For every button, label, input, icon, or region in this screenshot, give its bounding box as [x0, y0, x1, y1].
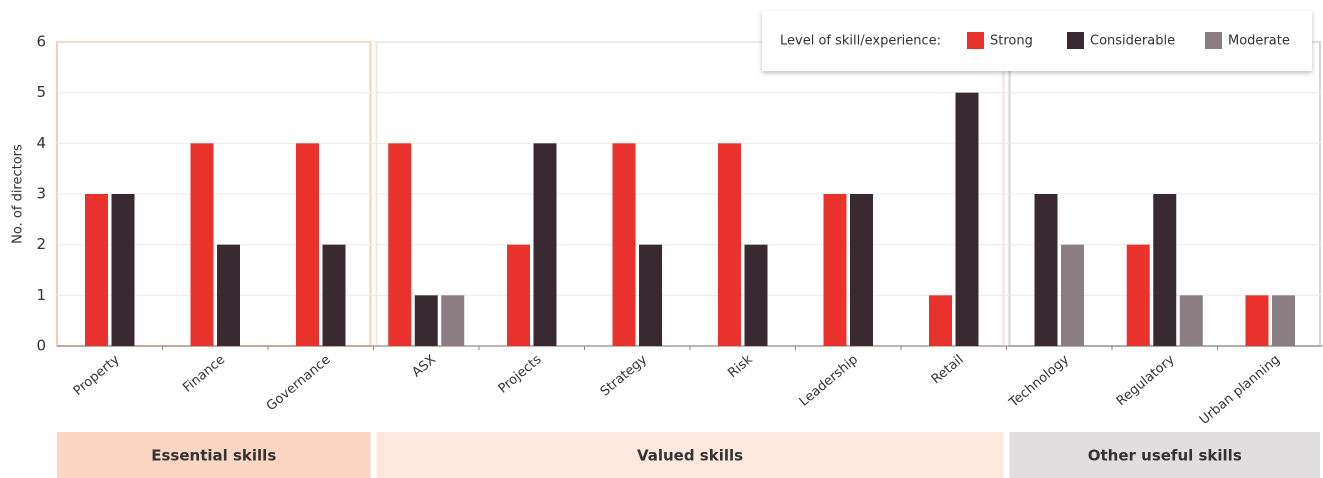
bar [322, 244, 346, 346]
y-axis-label: No. of directors [11, 144, 26, 244]
x-tick-label: Leadership [797, 352, 861, 409]
y-tick-label: 0 [36, 337, 46, 355]
y-tick-label: 2 [36, 235, 46, 253]
bar [1126, 244, 1150, 346]
x-tick-label: Retail [929, 352, 967, 387]
legend-swatch [967, 32, 984, 49]
x-tick-label: ASX [409, 352, 439, 380]
bar [1272, 295, 1295, 346]
x-tick-label: Technology [1006, 352, 1072, 411]
bar [507, 244, 530, 346]
bar [441, 295, 465, 346]
bar [955, 92, 979, 347]
y-tick-label: 1 [36, 286, 46, 304]
group-band [1009, 432, 1320, 478]
legend-label: Moderate [1228, 34, 1290, 49]
bar [823, 194, 847, 346]
bar [1061, 244, 1084, 346]
legend: Level of skill/experience: Strong Consider… [762, 11, 1312, 71]
y-tick-label: 6 [36, 33, 46, 51]
x-tick-label: Risk [725, 352, 756, 381]
x-tick-label: Urban planning [1197, 352, 1283, 428]
bar [850, 194, 873, 346]
x-tick-label: Regulatory [1114, 352, 1178, 409]
legend-title: Level of skill/experience: [780, 34, 941, 49]
bar [1179, 295, 1203, 346]
bar [1245, 295, 1269, 346]
group-band [376, 432, 1004, 478]
bar [296, 143, 319, 346]
bar [718, 143, 741, 346]
bar [929, 295, 952, 346]
bar [533, 143, 557, 346]
y-tick-label: 4 [36, 134, 46, 152]
group-label: Essential skills [151, 447, 276, 465]
bar [388, 143, 412, 346]
legend-label: Considerable [1090, 34, 1175, 49]
x-tick-label: Finance [180, 352, 228, 395]
x-tick-label: Property [71, 352, 123, 399]
bar [217, 244, 240, 346]
bar [639, 244, 662, 346]
bar [85, 194, 108, 346]
x-tick-label: Strategy [598, 352, 651, 399]
y-tick-label: 5 [36, 83, 46, 101]
group-band [57, 432, 371, 478]
bar [1153, 194, 1177, 346]
bar [612, 143, 636, 346]
group-label: Other useful skills [1088, 447, 1242, 465]
bar [190, 143, 214, 346]
x-tick-label: Projects [496, 352, 545, 397]
x-tick-label: Governance [264, 352, 334, 414]
legend-swatch [1067, 32, 1084, 49]
group-label: Valued skills [637, 447, 743, 465]
legend-swatch [1205, 32, 1222, 49]
legend-label: Strong [990, 34, 1033, 49]
bar [1034, 194, 1058, 346]
bar [111, 194, 135, 346]
bar [744, 244, 768, 346]
bar [414, 295, 438, 346]
y-tick-label: 3 [36, 185, 46, 203]
